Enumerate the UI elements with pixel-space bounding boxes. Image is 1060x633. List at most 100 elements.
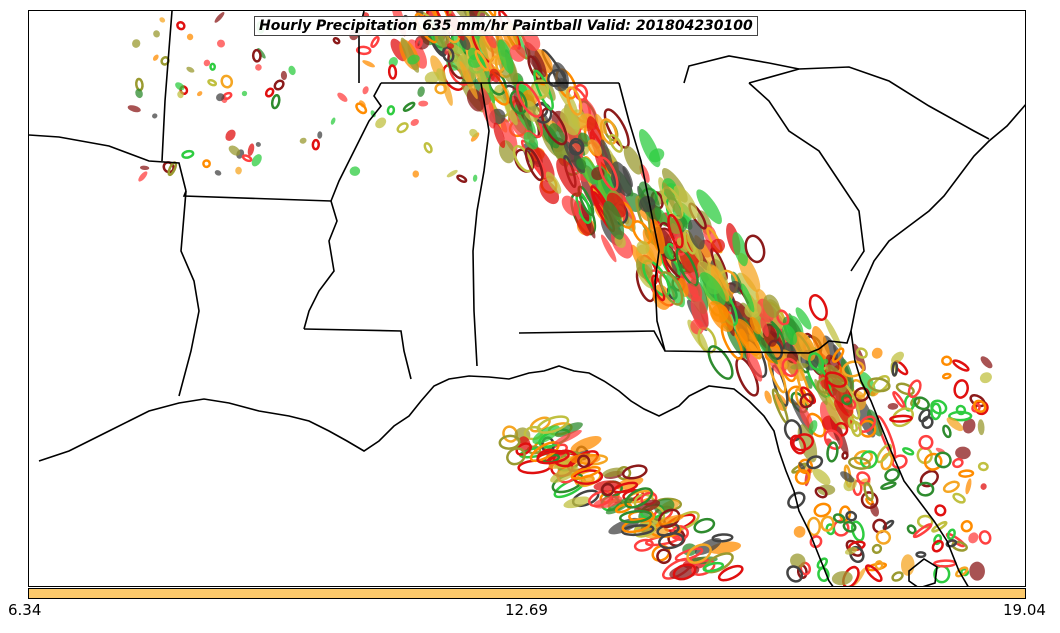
paintball-cell xyxy=(663,245,674,260)
paintball-cell xyxy=(749,316,762,335)
paintball-cell xyxy=(493,122,506,149)
paintball-cell xyxy=(814,378,828,406)
paintball-cell xyxy=(216,93,225,102)
paintball-cell xyxy=(577,454,591,469)
paintball-cell xyxy=(699,272,726,306)
paintball-cell xyxy=(710,265,730,302)
paintball-cell xyxy=(884,468,900,482)
paintball-cell xyxy=(875,529,892,545)
paintball-cell xyxy=(554,422,583,438)
paintball-cell xyxy=(396,122,409,134)
paintball-cell xyxy=(599,118,618,145)
paintball-cell xyxy=(633,538,654,552)
paintball-cell xyxy=(255,64,262,71)
paintball-cell xyxy=(362,60,375,68)
paintball-cell xyxy=(424,71,440,85)
paintball-cell xyxy=(659,271,684,306)
paintball-cell xyxy=(355,45,372,56)
paintball-cell xyxy=(280,70,288,81)
paintball-cell xyxy=(446,43,455,49)
paintball-cell xyxy=(822,358,829,365)
paintball-cell xyxy=(359,100,366,108)
gulf-coast xyxy=(38,365,834,586)
paintball-cell xyxy=(203,59,211,67)
paintball-cell xyxy=(690,294,709,331)
paintball-cell xyxy=(855,347,868,359)
paintball-cell xyxy=(386,105,396,116)
border-tn-nc xyxy=(683,55,800,84)
paintball-cell xyxy=(955,446,971,460)
paintball-cell xyxy=(841,451,849,460)
paintball-cell xyxy=(573,83,589,101)
paintball-cell xyxy=(273,79,285,91)
paintball-cell xyxy=(907,379,922,399)
paintball-cell xyxy=(417,86,425,97)
paintball-cell xyxy=(570,435,602,453)
paintball-cell xyxy=(132,39,141,48)
paintball-cell xyxy=(741,283,755,313)
paintball-cell xyxy=(798,461,806,471)
paintball-cell xyxy=(688,219,705,250)
paintball-cell xyxy=(799,393,815,409)
colorbar-min-label: 6.34 xyxy=(8,601,42,619)
paintball-cell xyxy=(800,386,817,405)
paintball-cell xyxy=(666,272,685,308)
atlantic-coast xyxy=(850,104,1025,586)
paintball-cell xyxy=(962,418,976,434)
paintball-cell xyxy=(456,174,468,183)
paintball-cell xyxy=(235,166,242,175)
paintball-cell xyxy=(608,133,623,153)
paintball-cell xyxy=(209,62,216,71)
paintball-cell xyxy=(735,318,761,356)
paintball-cell xyxy=(851,520,865,542)
paintball-cell xyxy=(880,481,897,490)
paintball-cell xyxy=(892,391,906,409)
paintball-cell xyxy=(251,154,262,167)
paintball-cell xyxy=(958,469,975,478)
paintball-cell xyxy=(811,325,831,364)
paintball-cell xyxy=(686,543,712,564)
paintball-cell xyxy=(714,253,729,290)
paintball-cell xyxy=(466,88,485,112)
paintball-cell xyxy=(434,82,447,95)
paintball-cell xyxy=(446,169,458,178)
paintball-cell xyxy=(941,355,953,367)
paintball-cell xyxy=(450,11,471,21)
paintball-cell xyxy=(135,77,144,92)
paintball-cell xyxy=(498,434,521,450)
paintball-cell xyxy=(436,68,447,86)
paintball-cell xyxy=(952,492,966,504)
paintball-cell xyxy=(806,455,824,470)
paintball-cell xyxy=(895,382,915,396)
paintball-cell xyxy=(619,509,653,524)
paintball-cell xyxy=(414,37,423,49)
paintball-cell xyxy=(624,487,654,509)
paintball-cell xyxy=(930,399,948,415)
paintball-cell xyxy=(887,402,899,410)
paintball-cell xyxy=(370,110,376,118)
paintball-cell xyxy=(186,33,194,41)
paintball-cell xyxy=(781,324,798,346)
paintball-cell xyxy=(842,520,857,533)
paintball-cell xyxy=(569,137,585,155)
paintball-cell xyxy=(948,410,973,422)
paintball-cell xyxy=(867,377,891,393)
paintball-layer xyxy=(127,11,993,586)
paintball-cell xyxy=(826,441,839,463)
paintball-cell xyxy=(918,434,934,450)
paintball-cell xyxy=(912,523,933,539)
paintball-cell xyxy=(330,117,336,125)
paintball-cell xyxy=(469,128,478,138)
paintball-cell xyxy=(474,49,490,72)
paintball-cell xyxy=(509,89,528,115)
paintball-cell xyxy=(370,35,380,48)
paintball-cell xyxy=(554,429,582,445)
paintball-cell xyxy=(524,41,547,78)
paintball-cell xyxy=(479,11,497,18)
paintball-cell xyxy=(667,217,683,235)
paintball-cell xyxy=(790,553,806,569)
paintball-cell xyxy=(631,220,652,245)
colorbar-mid-label: 12.69 xyxy=(505,601,548,619)
paintball-cell xyxy=(658,532,685,550)
paintball-cell xyxy=(787,491,806,509)
